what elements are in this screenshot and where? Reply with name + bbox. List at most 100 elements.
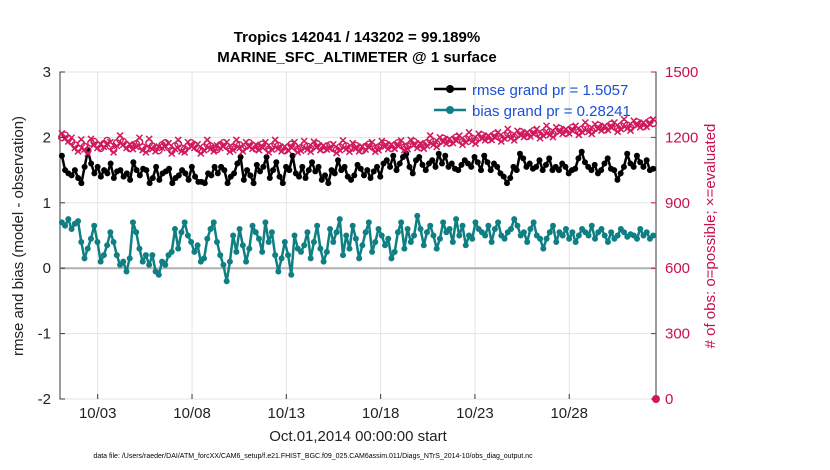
- series-point-1: [343, 232, 350, 239]
- series-point-1: [327, 225, 334, 232]
- legend: rmse grand pr = 1.5057 bias grand pr = 0…: [434, 82, 631, 120]
- series-point-1: [236, 225, 243, 232]
- x-tick-label: 10/08: [173, 405, 211, 422]
- obs-evaluated-point: [581, 118, 589, 127]
- series-point-1: [155, 271, 162, 278]
- series-point-0: [211, 163, 218, 170]
- series-point-1: [175, 245, 182, 252]
- series-point-0: [637, 159, 644, 166]
- series-point-0: [296, 173, 303, 180]
- obs-evaluated-point: [307, 148, 315, 156]
- obs-evaluated-point: [200, 146, 208, 154]
- series-point-0: [302, 174, 309, 181]
- series-point-1: [142, 252, 149, 259]
- series-point-1: [527, 225, 534, 232]
- series-point-0: [416, 154, 423, 161]
- series-point-1: [546, 229, 553, 236]
- series-point-1: [423, 229, 430, 236]
- series-point-1: [543, 235, 550, 242]
- series-point-0: [611, 167, 618, 174]
- series-point-0: [448, 160, 455, 167]
- series-point-1: [375, 225, 382, 232]
- obs-evaluated-point: [620, 115, 628, 123]
- series-point-1: [220, 261, 227, 268]
- series-point-1: [469, 235, 476, 242]
- series-point-1: [420, 242, 427, 249]
- series-point-0: [286, 167, 293, 174]
- obs-evaluated-point: [462, 138, 470, 146]
- series-point-1: [537, 235, 544, 242]
- series-point-1: [598, 225, 605, 232]
- series-point-0: [175, 172, 182, 179]
- series-point-0: [75, 174, 82, 181]
- obs-evaluated-point: [494, 128, 502, 136]
- series-point-0: [263, 154, 270, 161]
- series-point-0: [435, 150, 442, 157]
- series-point-0: [107, 160, 114, 167]
- obs-evaluated-point: [194, 140, 202, 148]
- series-point-0: [309, 159, 316, 166]
- series-point-1: [133, 229, 140, 236]
- series-point-1: [372, 239, 379, 246]
- y-axis-right-label: # of obs: o=possible; ×=evaluated: [702, 124, 719, 349]
- obs-evaluated-point: [349, 139, 357, 147]
- series-point-1: [230, 232, 237, 239]
- series-point-1: [281, 239, 288, 246]
- series-point-1: [149, 252, 156, 259]
- series-point-0: [91, 170, 98, 177]
- series-point-0: [153, 163, 160, 170]
- legend-rmse-label: rmse grand pr = 1.5057: [472, 82, 628, 99]
- series-point-1: [304, 229, 311, 236]
- series-point-1: [91, 222, 98, 229]
- series-point-1: [188, 239, 195, 246]
- series-point-1: [385, 235, 392, 242]
- ticks: 10/03 10/08 10/13 10/18 10/23 10/28 -2 -1 0 1 2 3 0 3…: [38, 64, 699, 422]
- series-point-1: [249, 222, 256, 229]
- x-tick-label: 10/13: [268, 405, 306, 422]
- series-point-0: [250, 180, 257, 187]
- series-point-0: [146, 180, 153, 187]
- series-point-1: [178, 229, 185, 236]
- y-tick-label: -2: [38, 391, 51, 408]
- series-point-0: [374, 163, 381, 170]
- series-point-0: [289, 152, 296, 159]
- series-point-1: [566, 235, 573, 242]
- obs-evaluated-point: [329, 140, 337, 148]
- series-point-0: [419, 161, 426, 168]
- series-point-1: [252, 229, 259, 236]
- series-point-0: [244, 167, 251, 174]
- series-point-1: [78, 239, 85, 246]
- series-point-1: [650, 232, 657, 239]
- series-point-0: [71, 167, 78, 174]
- series-point-1: [194, 242, 201, 249]
- y-tick-label: 2: [43, 129, 51, 146]
- series-point-0: [169, 180, 176, 187]
- series-point-1: [213, 239, 220, 246]
- obs-evaluated-point: [74, 147, 82, 155]
- series-point-0: [149, 174, 156, 181]
- series-point-0: [315, 163, 322, 170]
- series-point-1: [456, 232, 463, 239]
- series-point-0: [357, 165, 364, 172]
- obs-evaluated-point: [261, 138, 269, 146]
- series-point-0: [471, 154, 478, 161]
- series-point-1: [514, 222, 521, 229]
- obs-evaluated-point: [203, 136, 211, 144]
- obs-evaluated-point: [106, 138, 114, 146]
- series-point-0: [185, 176, 192, 183]
- series-point-1: [146, 261, 153, 268]
- series-point-1: [113, 252, 120, 259]
- series-point-1: [171, 225, 178, 232]
- series-point-1: [110, 239, 117, 246]
- obs-evaluated-point: [68, 134, 76, 142]
- series-point-1: [520, 229, 527, 236]
- series-point-0: [422, 167, 429, 174]
- obs-evaluated-point: [417, 139, 425, 147]
- obs-evaluated-point: [549, 133, 557, 141]
- series-point-0: [533, 163, 540, 170]
- series-point-0: [192, 173, 199, 180]
- series-point-0: [221, 167, 228, 174]
- y-right-tick-label: 0: [665, 391, 673, 408]
- obs-evaluated-point: [368, 138, 376, 146]
- x-tick-label: 10/23: [456, 405, 494, 422]
